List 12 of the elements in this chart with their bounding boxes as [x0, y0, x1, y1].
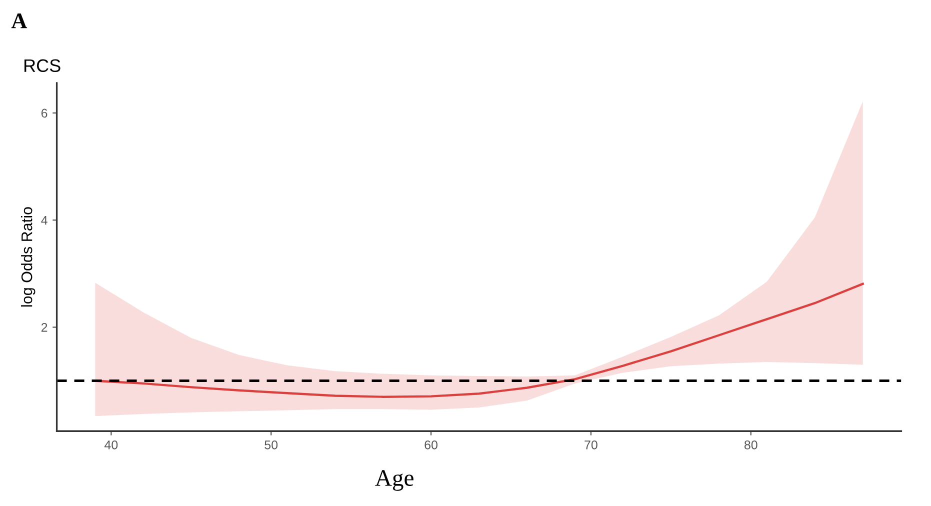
- y-tick-label: 2: [41, 323, 48, 332]
- x-tick-label: 50: [264, 440, 278, 450]
- x-axis-title: Age: [375, 470, 414, 491]
- chart-title: RCS: [24, 59, 60, 72]
- y-axis-title: log Odds Ratio: [21, 207, 36, 307]
- x-tick-label: 40: [104, 440, 118, 450]
- y-tick-label: 6: [41, 108, 48, 118]
- y-tick-label: 4: [41, 216, 48, 225]
- text: A: [11, 13, 28, 28]
- x-tick-label: 80: [744, 440, 758, 450]
- x-tick-label: 70: [584, 440, 598, 450]
- x-tick-label: 60: [424, 440, 438, 450]
